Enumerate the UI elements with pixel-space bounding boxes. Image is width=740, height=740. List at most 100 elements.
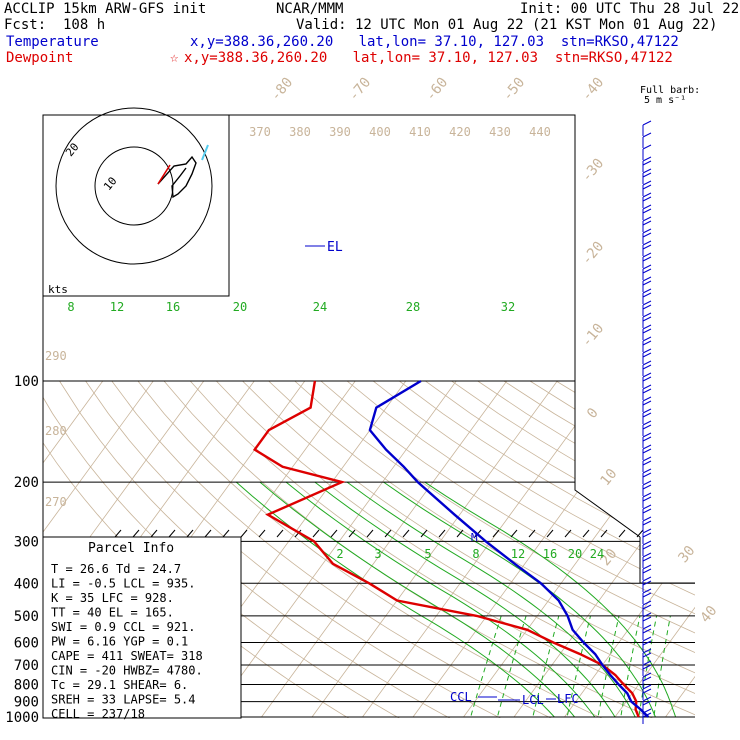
wind-barb [642,144,652,160]
wind-barb-flag [642,540,652,546]
isotherm-line [665,380,695,718]
wind-barb-flag [642,456,652,462]
hatch-mark [114,529,122,538]
theta-label: 420 [449,125,471,139]
wind-barb [642,372,652,388]
wind-barb [642,228,652,244]
wind-barb [642,480,652,496]
moist-adiabat-label: 20 [233,300,247,314]
moist-adiabat-label: 32 [501,300,515,314]
hatch-mark [222,529,230,538]
temperature-line [368,379,650,718]
wind-barb-flag [642,324,652,330]
header-title: ACCLIP 15km ARW-GFS init [4,1,207,17]
hatch-mark [618,529,626,538]
wind-barb [642,684,652,700]
moist-adiabat-label: 24 [313,300,327,314]
wind-barb-flag [642,696,652,702]
isobar-label: 1000 [5,710,39,726]
hodograph-trace-low [157,164,171,185]
wind-barb-flag [642,616,652,622]
wind-barb-flag [642,196,652,202]
wind-barb-flag [642,664,652,670]
header-init: Init: 00 UTC Thu 28 Jul 22 [520,1,740,17]
wind-barb-flag [642,240,652,246]
theta-label: 400 [369,125,391,139]
wind-barb-flag [642,204,652,210]
hatch-mark [420,529,428,538]
hodograph-units: kts [48,283,68,296]
wind-barb [642,672,652,688]
wind-barb-flag [642,688,652,694]
wind-barb-flag [642,156,652,162]
isotherm-label: -30 [579,156,608,186]
wind-barb-flag [642,504,652,510]
wind-barb-flag [642,712,652,718]
wind-barb-flag [642,304,652,310]
wind-barb [642,348,652,364]
hatch-mark [348,529,356,538]
wind-barb [642,432,652,448]
mixing-ratio-label: 16 [543,547,557,561]
hatch-mark [204,529,212,538]
wind-barb-flag [642,484,652,490]
theta-label: 370 [249,125,271,139]
wind-barb-flag [642,648,652,654]
hatch-mark [564,529,572,538]
wind-barb-flag [642,276,652,282]
wind-barb-flag [642,172,652,178]
wind-barb-flag [642,528,652,534]
parcel-info-row: T = 26.6 Td = 24.7 [51,562,181,576]
dry-adiabat-line [189,380,695,718]
wind-barb-flag [642,468,652,474]
wind-barb-flag [642,376,652,382]
wind-barb-flag [642,508,652,514]
mixing-ratio-label: 5 [424,547,431,561]
dry-adiabat-line [372,380,695,718]
barb-unit-label: 5 m s⁻¹ [644,95,687,106]
moist-adiabat-label: 8 [67,300,74,314]
el-label: EL [327,240,343,255]
dry-adiabat-line [346,380,695,718]
full-barb-label: Full barb: [640,85,701,96]
isotherm-label: 30 [675,543,698,566]
wind-barb [642,156,652,172]
wind-barb [642,528,652,544]
hatch-mark [258,529,266,538]
hatch-mark [240,529,248,538]
hatch-mark [582,529,590,538]
sounding-profiles: EL M CCL LCL LFC [252,240,650,718]
parcel-info-title: Parcel Info [88,541,174,556]
hatch-mark [384,529,392,538]
isotherm-line [43,380,104,718]
hatch-mark [366,529,374,538]
mixing-ratio-label: 20 [568,547,582,561]
parcel-info-box [42,536,242,719]
hodograph-ring [55,107,213,265]
wind-barb [642,648,652,664]
wind-barb-flag [642,360,652,366]
wind-barb-flag [642,604,652,610]
wind-barb-flag [642,684,652,690]
wind-barb [642,384,652,400]
dry-adiabat-line [59,380,461,718]
wind-barb [642,216,652,232]
wind-barb-flag [642,160,652,166]
isotherm-label: -60 [423,75,452,105]
wind-barb-flag [642,496,652,502]
isotherm-label: 40 [697,603,720,626]
isotherm-label: -70 [346,75,375,105]
isotherm-label: -20 [579,239,608,269]
isotherm-line [210,380,457,718]
wind-barb [642,504,652,520]
wind-barb [642,636,652,652]
wind-barb-flag [642,556,652,562]
wind-barb [642,360,652,376]
lcl-label: LCL [522,693,544,707]
moist-adiabat-line [314,481,616,718]
wind-barb-flag [642,592,652,598]
wind-barb [642,396,652,412]
wind-barb-flag [642,336,652,342]
theta-label: 430 [489,125,511,139]
